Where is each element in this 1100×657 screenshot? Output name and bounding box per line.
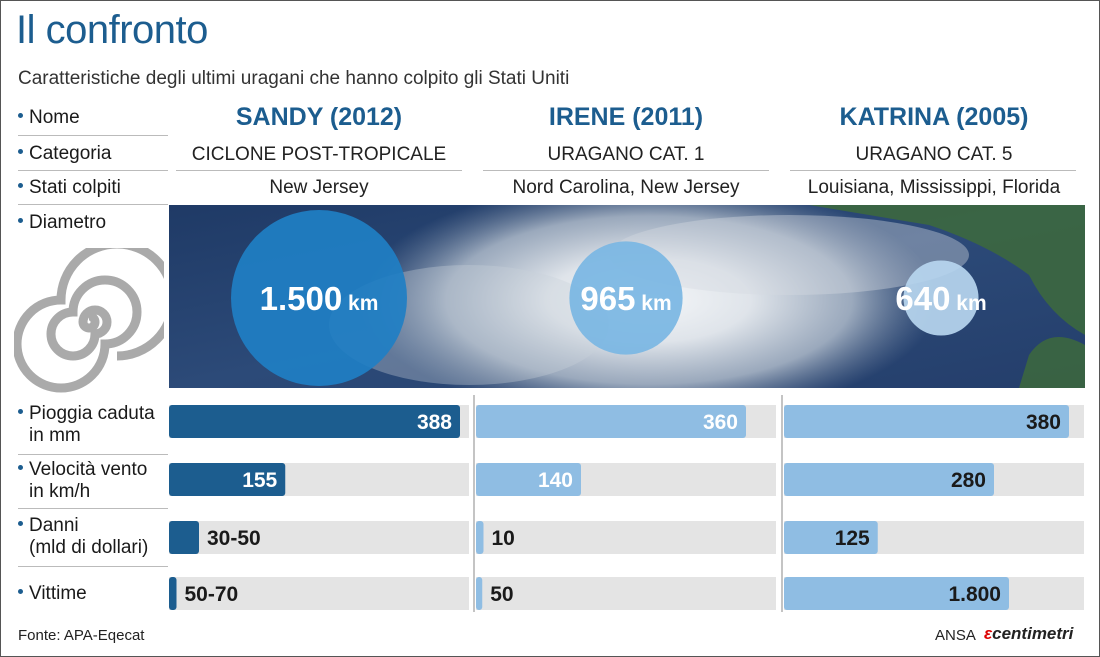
- divider: [18, 170, 168, 171]
- column-title-irene: IRENE (2011): [548, 103, 704, 131]
- divider: [790, 170, 1076, 171]
- row-label-danni: Danni (mld di dollari): [18, 515, 148, 559]
- spiral-icon: [14, 248, 164, 393]
- bullet-icon: [18, 183, 23, 189]
- diameter-label-2: 640 km: [895, 280, 986, 317]
- row-label-categoria: Categoria: [18, 143, 111, 165]
- page-title: Il confronto: [16, 8, 208, 52]
- row-label-vittime: Vittime: [18, 583, 87, 605]
- column-title-katrina: KATRINA (2005): [839, 103, 1029, 131]
- cloud-band: [609, 215, 969, 295]
- row-label-text: Pioggia caduta: [29, 403, 155, 424]
- brand-mark-icon: ε: [984, 624, 993, 643]
- row-label-nome: Nome: [18, 107, 80, 129]
- bullet-icon: [18, 521, 23, 527]
- states-katrina: Louisiana, Mississippi, Florida: [807, 177, 1061, 198]
- row-label-pioggia: Pioggia caduta in mm: [18, 403, 155, 447]
- credit-brand-text: centimetri: [992, 624, 1074, 643]
- column-title-sandy: SANDY (2012): [235, 103, 403, 131]
- row-label-text: Nome: [29, 107, 80, 128]
- states-sandy: New Jersey: [269, 177, 369, 198]
- row-label-text: Diametro: [29, 212, 107, 233]
- bullet-icon: [18, 465, 23, 471]
- row-label-text: Velocità vento: [29, 459, 148, 480]
- row-label-text: Categoria: [29, 143, 112, 164]
- states-irene: Nord Carolina, New Jersey: [512, 177, 740, 198]
- page-subtitle: Caratteristiche degli ultimi uragani che…: [18, 68, 570, 89]
- diameter-circles: 1.500 km 965 km 640 km: [231, 210, 987, 386]
- diameter-circle-2: [903, 260, 979, 336]
- divider: [18, 204, 168, 205]
- row-label-text: Danni: [29, 515, 79, 536]
- divider: [18, 566, 168, 567]
- satellite-panel: 1.500 km 965 km 640 km: [169, 205, 1085, 388]
- divider: [18, 454, 168, 455]
- row-label-text: Vittime: [29, 583, 87, 604]
- category-irene: URAGANO CAT. 1: [547, 144, 705, 165]
- row-label-vento: Velocità vento in km/h: [18, 459, 147, 503]
- source-note: Fonte: APA-Eqecat: [18, 627, 145, 644]
- bullet-icon: [18, 589, 23, 595]
- row-label-text: in km/h: [29, 481, 91, 502]
- diameter-label-1: 965 km: [580, 280, 671, 317]
- land-shape: [1019, 337, 1085, 388]
- diameter-circle-1: [569, 241, 683, 355]
- category-sandy: CICLONE POST-TROPICALE: [191, 144, 447, 165]
- diameter-circle-0: [231, 210, 407, 386]
- row-label-text: (mld di dollari): [29, 537, 149, 558]
- divider: [483, 170, 769, 171]
- bullet-icon: [18, 149, 23, 155]
- row-label-diametro: Diametro: [18, 212, 106, 234]
- diameter-label-0: 1.500 km: [260, 280, 379, 317]
- bullet-icon: [18, 218, 23, 224]
- credit-ansa: ANSA: [935, 627, 976, 644]
- land-shape: [809, 205, 1085, 335]
- divider: [18, 508, 168, 509]
- credit-brand: εcentimetri: [984, 624, 1073, 644]
- row-label-text: Stati colpiti: [29, 177, 121, 198]
- bullet-icon: [18, 409, 23, 415]
- row-label-text: in mm: [29, 425, 81, 446]
- divider: [176, 170, 462, 171]
- row-label-stati: Stati colpiti: [18, 177, 121, 199]
- divider: [18, 135, 168, 136]
- bullet-icon: [18, 113, 23, 119]
- category-katrina: URAGANO CAT. 5: [855, 144, 1013, 165]
